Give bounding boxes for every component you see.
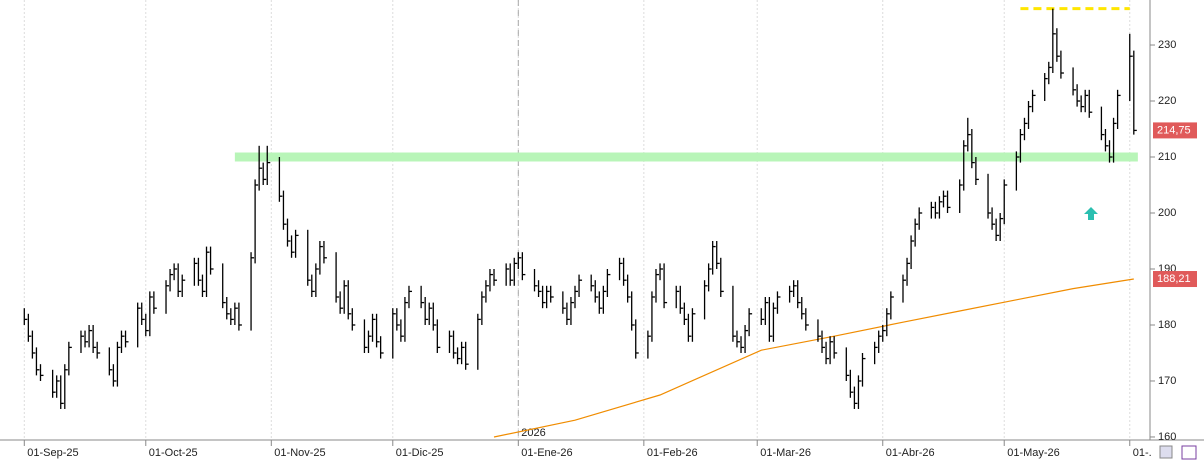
x-tick-label: 01-Oct-25 [149, 447, 198, 459]
y-tick-label: 210 [1158, 151, 1176, 163]
price-label: 214,75 [1157, 124, 1191, 136]
price-label-box [1153, 122, 1197, 139]
toolbar-icon[interactable] [1181, 445, 1197, 460]
y-tick-label: 200 [1158, 207, 1176, 219]
moving-average-line [493, 278, 1134, 438]
axes: 01-Sep-25 01-Oct-25 01-Nov-25 01-Dic-25 01-E… [23, 39, 1197, 459]
x-tick-label: 01-May-26 [1007, 447, 1060, 459]
x-tick-label: 01-Dic-25 [396, 447, 444, 459]
x-tick-label: 01-Sep-25 [27, 447, 78, 459]
y-tick-label: 160 [1158, 431, 1176, 443]
arrow [1084, 207, 1098, 220]
price-label-box [1153, 271, 1197, 288]
toolbar-icon[interactable] [1159, 445, 1173, 459]
y-tick-label: 220 [1158, 95, 1176, 107]
x-tick-label: 01-Ene-26 [521, 447, 572, 459]
x-tick-label: 01-Feb-26 [647, 447, 698, 459]
price-label: 188,21 [1157, 273, 1191, 285]
up-arrow-icon [1084, 207, 1098, 220]
y-tick-label: 170 [1158, 375, 1176, 387]
x-tick-label: 01-Mar-26 [760, 447, 811, 459]
y-tick-label: 230 [1158, 39, 1176, 51]
x-tick-label: 01-. [1133, 447, 1152, 459]
x-tick-label: 01-Nov-25 [274, 447, 325, 459]
y-tick-label: 180 [1158, 319, 1176, 331]
x-tick-label: 01-Abr-26 [886, 447, 935, 459]
plot-area: 2026 [23, 0, 1138, 440]
